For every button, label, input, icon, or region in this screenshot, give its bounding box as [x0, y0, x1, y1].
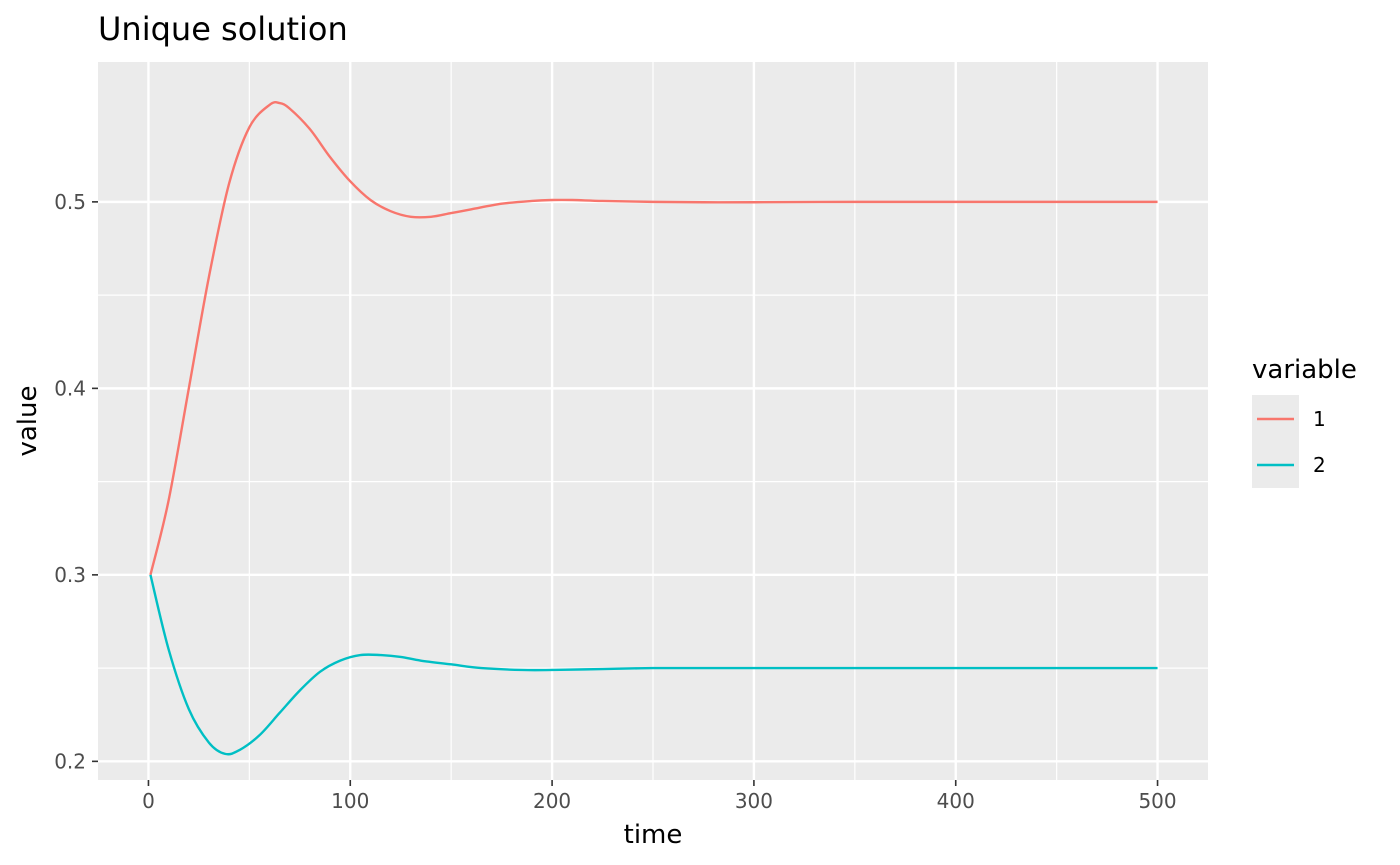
legend: variable 1 2 — [1252, 355, 1357, 488]
series-line-1 — [149, 101, 1158, 576]
y-axis-ticks: 0.2 0.3 0.4 0.5 — [54, 190, 98, 773]
chart-title: Unique solution — [98, 10, 348, 48]
legend-key-background — [1252, 395, 1299, 488]
x-tick-label: 500 — [1138, 789, 1176, 813]
legend-title: variable — [1252, 355, 1357, 385]
legend-label-2: 2 — [1313, 453, 1326, 477]
series-layer — [149, 101, 1158, 756]
x-tick-label: 300 — [735, 789, 773, 813]
x-axis-title: time — [624, 820, 683, 850]
series-line-2 — [149, 574, 1158, 756]
y-axis-title: value — [13, 385, 43, 456]
y-tick-label: 0.4 — [54, 376, 86, 400]
x-tick-label: 100 — [331, 789, 369, 813]
x-tick-label: 400 — [937, 789, 975, 813]
x-tick-label: 200 — [533, 789, 571, 813]
x-tick-label: 0 — [142, 789, 155, 813]
major-gridlines — [98, 62, 1208, 780]
y-tick-label: 0.2 — [54, 749, 86, 773]
y-tick-label: 0.3 — [54, 563, 86, 587]
x-axis-ticks: 0 100 200 300 400 500 — [142, 780, 1177, 813]
legend-label-1: 1 — [1313, 407, 1326, 431]
y-tick-label: 0.5 — [54, 190, 86, 214]
